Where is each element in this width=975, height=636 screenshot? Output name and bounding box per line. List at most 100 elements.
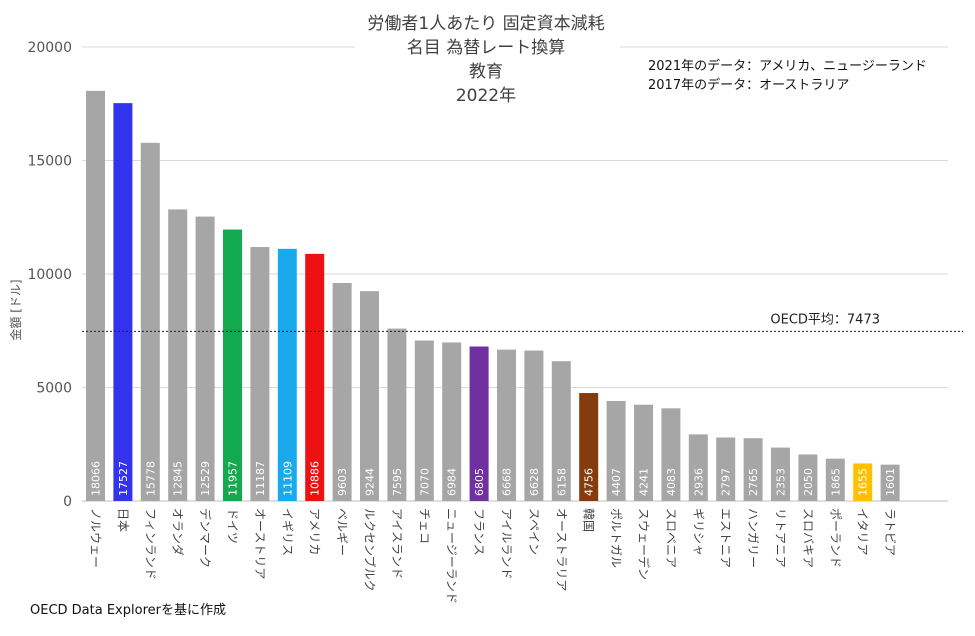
bar-value-label: 7595: [391, 468, 404, 496]
x-tick-label: チェコ: [417, 508, 431, 544]
notes-background: [640, 54, 950, 96]
x-tick-label: フィンランド: [143, 508, 157, 580]
bar-value-label: 6805: [473, 468, 486, 496]
bar-value-label: 9603: [336, 468, 349, 496]
x-tick-label: ドイツ: [226, 508, 240, 544]
x-tick-label: スペイン: [527, 508, 541, 555]
bar-value-label: 4756: [583, 468, 596, 496]
source-note: OECD Data Explorerを基に作成: [30, 603, 226, 618]
bar: [86, 90, 105, 502]
x-tick-label: ギリシャ: [691, 508, 705, 556]
bar: [113, 103, 133, 502]
bar-value-label: 6984: [446, 468, 459, 496]
x-tick-label: 日本: [116, 508, 130, 532]
bar-value-label: 2050: [802, 468, 815, 496]
bar: [442, 342, 462, 501]
bar: [798, 454, 818, 501]
bar-value-label: 12529: [199, 461, 212, 496]
x-tick-label: ベルギー: [335, 508, 349, 556]
x-tick-label: ルクセンブルク: [363, 508, 378, 592]
bar-value-label: 4241: [638, 468, 651, 496]
bar: [140, 142, 160, 501]
bars: [86, 90, 900, 502]
value-labels: 18066 17527 15778 12845 12529 11957 11187 11109…: [90, 461, 898, 496]
bar: [360, 291, 379, 501]
bar: [469, 346, 489, 501]
bar-value-label: 2353: [775, 468, 788, 496]
chart-title-line-4: 2022年: [456, 86, 516, 106]
bar-value-label: 12845: [172, 461, 185, 496]
chart-title-line-3: 教育: [469, 62, 503, 82]
bar: [551, 361, 571, 501]
bar: [305, 253, 325, 501]
bar-value-label: 6628: [528, 468, 541, 496]
bar-value-label: 18066: [90, 461, 103, 496]
x-tick-label: ニュージーランド: [445, 508, 459, 604]
bar: [688, 434, 708, 501]
bar: [223, 229, 242, 501]
bar-value-label: 6158: [555, 468, 568, 496]
x-tick-label: ハンガリー: [746, 508, 760, 568]
x-tick-label: 韓国: [582, 508, 596, 532]
bar-value-label: 6668: [501, 468, 514, 496]
x-tick-label: アイスランド: [390, 508, 404, 579]
bar-value-label: 11109: [281, 461, 294, 496]
x-tick-label: リトアニア: [774, 508, 788, 568]
bar: [579, 393, 599, 501]
x-tick-label: オーストラリア: [554, 508, 568, 591]
bar-value-label: 1865: [829, 468, 842, 496]
x-tick-label: イギリス: [280, 508, 294, 556]
x-axis-ticks: ノルウェー 日本 フィンランド オランダ デンマーク ドイツ オーストリア イギリス アメリカベ…: [89, 508, 898, 604]
note-line-1: 2021年のデータ：アメリカ、ニュージーランド: [648, 58, 927, 74]
bar-value-label: 7070: [418, 468, 431, 496]
bar: [661, 408, 681, 501]
bar: [606, 400, 626, 501]
y-tick-label: 5000: [36, 381, 72, 397]
bar-value-label: 4407: [610, 468, 623, 496]
bar-value-label: 2936: [692, 468, 705, 496]
y-tick-label: 0: [63, 494, 72, 510]
bar: [743, 438, 763, 501]
bar: [497, 349, 516, 501]
bar-value-label: 1655: [857, 468, 870, 496]
y-tick-label: 15000: [27, 154, 72, 170]
x-tick-label: フランス: [472, 508, 486, 556]
bar-value-label: 15778: [144, 461, 157, 496]
note-line-2: 2017年のデータ：オーストラリア: [648, 77, 849, 93]
bar: [771, 447, 790, 501]
bar: [716, 437, 736, 501]
chart-title-line-1: 労働者1人あたり 固定資本減耗: [367, 14, 604, 34]
bar: [414, 340, 434, 501]
x-tick-label: スロバキア: [801, 508, 815, 568]
x-tick-label: ノルウェー: [89, 508, 103, 568]
y-axis-label: 金額 [ドル]: [8, 279, 23, 340]
bar: [825, 458, 845, 501]
y-tick-label: 20000: [27, 40, 72, 56]
bar: [195, 216, 215, 501]
x-tick-label: エストニア: [719, 508, 733, 568]
bar-value-label: 11187: [254, 461, 267, 496]
x-tick-label: デンマーク: [198, 508, 213, 568]
bar: [853, 463, 873, 501]
x-tick-label: ラトビア: [883, 508, 897, 556]
bar: [332, 283, 352, 501]
oecd-average-label: OECD平均：7473: [770, 312, 880, 327]
x-tick-label: アメリカ: [308, 508, 322, 555]
bar: [880, 464, 900, 501]
x-tick-label: イタリア: [856, 508, 870, 556]
bar-value-label: 1601: [884, 468, 897, 496]
y-tick-label: 10000: [27, 267, 72, 283]
x-tick-label: スウェーデン: [637, 508, 652, 580]
bar-value-label: 4083: [665, 468, 678, 496]
y-axis-ticks: 0 5000 10000 15000 20000: [27, 40, 72, 510]
bar-value-label: 11957: [227, 461, 240, 496]
bar-value-label: 10886: [309, 461, 322, 496]
bar-value-label: 2765: [747, 468, 760, 496]
chart-title-line-2: 名目 為替レート換算: [407, 38, 565, 58]
bar-value-label: 2797: [720, 468, 733, 496]
bar: [634, 404, 653, 501]
x-tick-label: オーストリア: [253, 508, 267, 579]
bar: [277, 248, 297, 501]
x-tick-label: ポルトガル: [609, 508, 623, 568]
